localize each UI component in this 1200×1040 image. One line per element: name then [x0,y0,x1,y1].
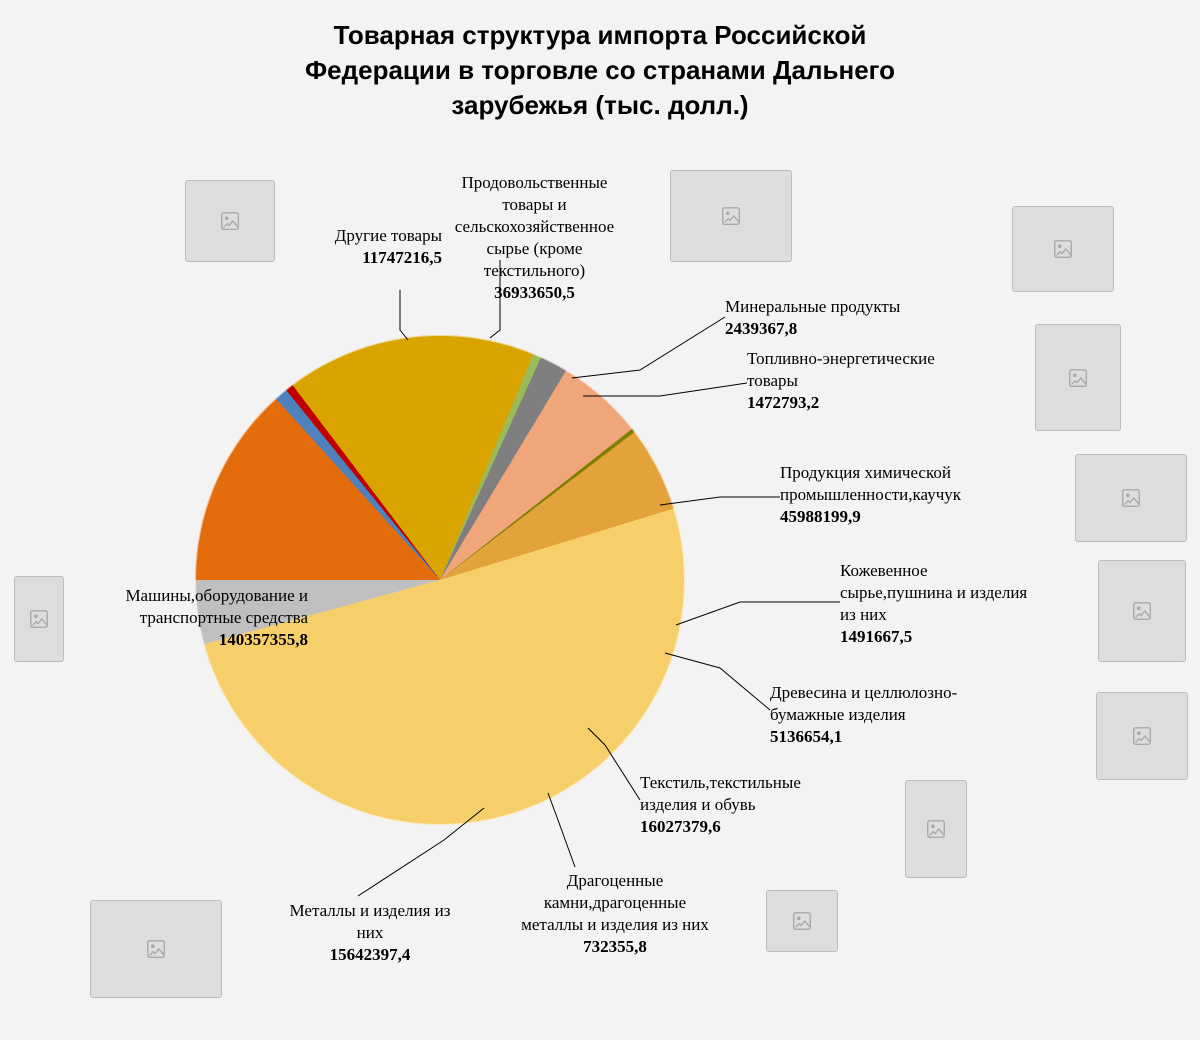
image-rock [1012,206,1114,292]
chart-title: Товарная структура импорта РоссийскойФед… [0,18,1200,123]
leader-fuel [583,383,747,396]
label-textile: Текстиль,текстильныеизделия и обувь16027… [640,772,890,838]
image-icon [1067,367,1089,389]
image-icon [1052,238,1074,260]
value-food: 36933650,5 [412,282,657,304]
value-machines: 140357355,8 [48,629,308,651]
leader-leather [676,602,840,625]
image-icon [720,205,742,227]
leader-chem [660,497,780,505]
value-metals: 15642397,4 [255,944,485,966]
label-other: Другие товары11747216,5 [262,225,442,269]
image-barrel [1035,324,1121,431]
image-icon [219,210,241,232]
label-metals: Металлы и изделия изних15642397,4 [255,900,485,966]
value-mineral: 2439367,8 [725,318,985,340]
leader-other [400,290,408,340]
value-wood: 5136654,1 [770,726,1070,748]
label-leather: Кожевенноесырье,пушнина и изделияиз них1… [840,560,1100,648]
image-fur [1098,560,1186,662]
image-cloth [185,180,275,262]
image-bottles [1075,454,1187,542]
label-gems: Драгоценныекамни,драгоценныеметаллы и из… [485,870,745,958]
label-machines: Машины,оборудование итранспортные средст… [48,585,308,651]
image-icon [791,910,813,932]
chart-canvas: Товарная структура импорта РоссийскойФед… [0,0,1200,1040]
image-icon [1131,600,1153,622]
pie-chart [195,335,685,825]
value-leather: 1491667,5 [840,626,1100,648]
image-ingots [90,900,222,998]
leader-wood [665,653,770,710]
image-gem [766,890,838,952]
value-chem: 45988199,9 [780,506,1080,528]
leader-gems [548,793,575,867]
image-icon [145,938,167,960]
value-textile: 16027379,6 [640,816,890,838]
image-icon [28,608,50,630]
image-boot [905,780,967,878]
leader-mineral [572,317,725,378]
image-switch [14,576,64,662]
label-mineral: Минеральные продукты2439367,8 [725,296,985,340]
label-food: Продовольственныетовары исельскохозяйств… [412,172,657,305]
value-fuel: 1472793,2 [747,392,1027,414]
image-wood [1096,692,1188,780]
value-other: 11747216,5 [262,247,442,269]
label-wood: Древесина и целлюлозно-бумажные изделия5… [770,682,1070,748]
label-chem: Продукция химическойпромышленности,каучу… [780,462,1080,528]
value-gems: 732355,8 [485,936,745,958]
label-fuel: Топливно-энергетическиетовары1472793,2 [747,348,1027,414]
image-meat [670,170,792,262]
image-icon [1120,487,1142,509]
image-icon [925,818,947,840]
image-icon [1131,725,1153,747]
